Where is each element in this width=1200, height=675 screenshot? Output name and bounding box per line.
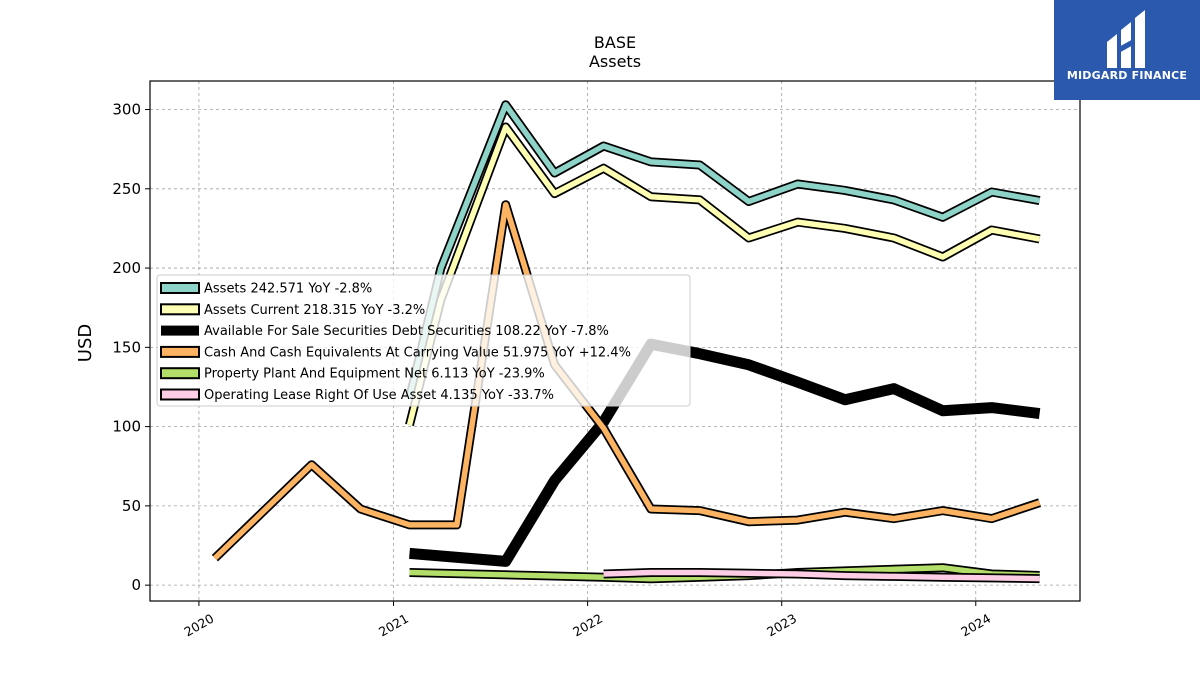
series-3: [211, 200, 1042, 562]
chart-subtitle: Assets: [589, 52, 641, 71]
legend-item: Available For Sale Securities Debt Secur…: [161, 324, 609, 339]
series-line: [603, 569, 1040, 582]
y-tick-label: 150: [112, 338, 141, 356]
x-tick-label: 2021: [376, 611, 411, 640]
legend-label: Available For Sale Securities Debt Secur…: [204, 324, 609, 339]
legend-swatch: [160, 303, 200, 316]
legend-label: Operating Lease Right Of Use Asset 4.135…: [204, 388, 554, 403]
logo-text: MIDGARD FINANCE: [1066, 69, 1188, 82]
legend-item: Operating Lease Right Of Use Asset 4.135…: [160, 388, 554, 403]
y-tick-label: 0: [131, 576, 141, 594]
legend-label: Cash And Cash Equivalents At Carrying Va…: [204, 345, 631, 360]
legend-swatch: [160, 367, 200, 380]
legend-label: Assets Current 218.315 YoY -3.2%: [204, 303, 425, 318]
series-line: [409, 338, 1041, 567]
legend-swatch: [161, 325, 199, 336]
y-tick-label: 300: [112, 101, 141, 119]
series-line: [212, 201, 1041, 561]
y-tick-label: 200: [112, 259, 141, 277]
series-line: [406, 102, 1041, 399]
x-tick-label: 2020: [181, 611, 216, 640]
chart-title: BASE: [594, 33, 636, 52]
legend-item: Property Plant And Equipment Net 6.113 Y…: [160, 367, 545, 382]
legend-swatch: [160, 282, 200, 294]
series-line: [406, 124, 1041, 426]
legend-swatch: [160, 345, 200, 358]
y-tick-label: 250: [112, 180, 141, 198]
legend: Assets 242.571 YoY -2.8% Assets Current 2…: [156, 274, 691, 407]
midgard-finance-logo: MIDGARD FINANCE: [1054, 0, 1200, 100]
series-5: [603, 568, 1040, 584]
legend-item: Assets 242.571 YoY -2.8%: [160, 282, 372, 297]
y-tick-label: 100: [112, 418, 141, 436]
plot-frame: [149, 80, 1081, 602]
legend-label: Assets 242.571 YoY -2.8%: [204, 282, 372, 297]
legend-item: Cash And Cash Equivalents At Carrying Va…: [160, 345, 631, 360]
series-0: [405, 100, 1041, 400]
logo-mark-icon: [1107, 10, 1145, 68]
series-layer: [211, 100, 1042, 584]
y-axis-label: USD: [75, 324, 96, 362]
legend-box: [156, 274, 691, 407]
legend-swatch: [160, 388, 200, 401]
legend-item: Assets Current 218.315 YoY -3.2%: [160, 303, 425, 318]
series-1: [405, 122, 1041, 427]
x-tick-label: 2023: [764, 611, 799, 640]
y-tick-label: 50: [122, 497, 141, 515]
series-2: [409, 338, 1041, 567]
x-tick-label: 2022: [570, 611, 605, 640]
legend-label: Property Plant And Equipment Net 6.113 Y…: [204, 367, 545, 382]
axes: 0 50 100 150 200 250 300 2020 2021 2022 2023 2024: [112, 101, 993, 640]
x-tick-label: 2024: [958, 611, 993, 640]
